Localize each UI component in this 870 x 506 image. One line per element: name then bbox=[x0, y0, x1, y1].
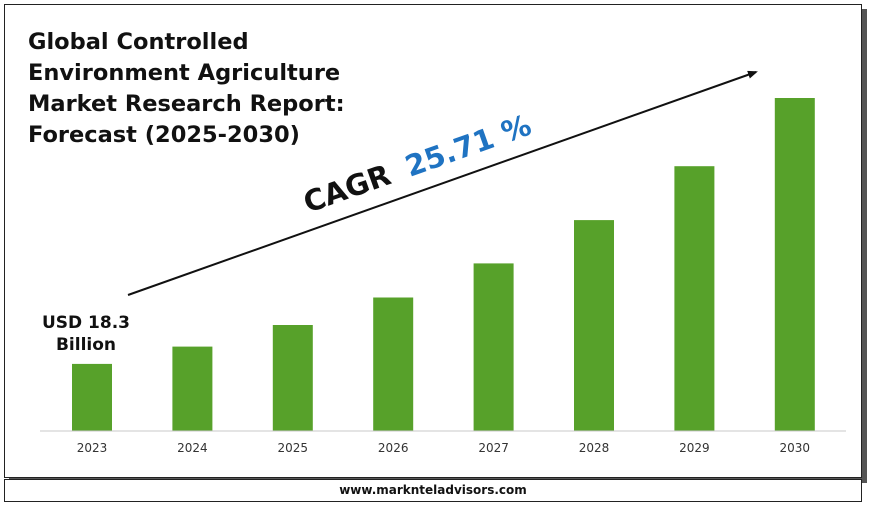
x-tick-label: 2028 bbox=[579, 441, 610, 455]
bar-2025 bbox=[272, 325, 313, 431]
title-line-2: Environment Agriculture bbox=[28, 60, 341, 86]
bar-2023 bbox=[72, 363, 112, 431]
title-line-1: Global Controlled bbox=[28, 29, 249, 55]
title-line-3: Market Research Report: bbox=[28, 91, 345, 117]
chart-frame bbox=[4, 4, 862, 478]
bar-2024 bbox=[172, 346, 213, 431]
cagr-value: 25.71 % bbox=[401, 108, 536, 184]
x-tick-label: 2025 bbox=[278, 441, 309, 455]
start-value-amount: USD 18.3 bbox=[41, 313, 131, 333]
x-tick-labels: 2023 2024 2025 2026 2027 2028 2029 2030 bbox=[77, 441, 810, 455]
chart-title: Global Controlled Environment Agricultur… bbox=[28, 27, 388, 151]
x-tick-label: 2029 bbox=[679, 441, 710, 455]
x-tick-label: 2030 bbox=[780, 441, 811, 455]
footer-bar: www.marknteladvisors.com bbox=[4, 479, 862, 502]
start-value-unit: Billion bbox=[55, 335, 117, 355]
footer-website-link[interactable]: www.marknteladvisors.com bbox=[339, 483, 527, 497]
x-tick-label: 2024 bbox=[177, 441, 208, 455]
title-line-4: Forecast (2025-2030) bbox=[28, 122, 300, 148]
bars-group bbox=[72, 98, 815, 431]
start-value-label: USD 18.3 Billion bbox=[36, 312, 136, 356]
bar-2028 bbox=[574, 220, 614, 431]
x-tick-label: 2026 bbox=[378, 441, 409, 455]
bar-2029 bbox=[674, 166, 715, 431]
cagr-prefix: CAGR bbox=[299, 158, 395, 220]
x-tick-label: 2027 bbox=[478, 441, 509, 455]
x-tick-label: 2023 bbox=[77, 441, 108, 455]
bar-2026 bbox=[373, 297, 414, 431]
bar-2027 bbox=[473, 263, 514, 431]
cagr-trend-arrow bbox=[127, 70, 758, 296]
bar-2030 bbox=[774, 98, 815, 431]
